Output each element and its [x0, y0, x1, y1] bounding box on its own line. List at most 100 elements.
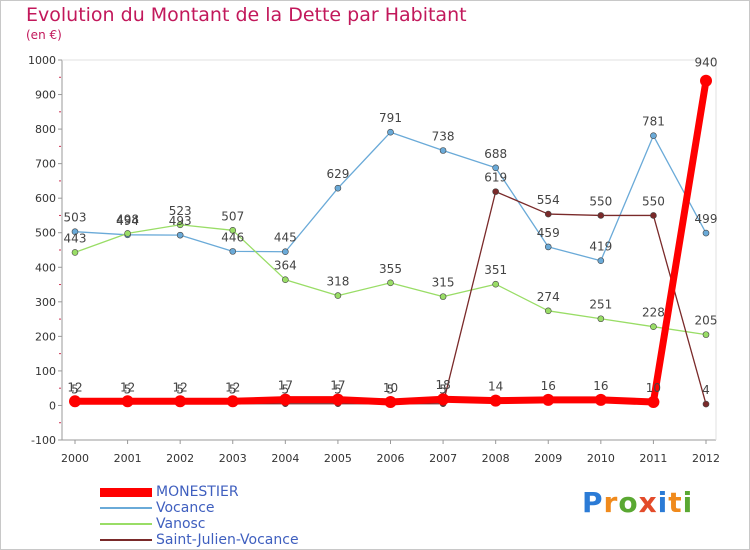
y-tick-label: 400	[35, 261, 56, 274]
data-point-monestier	[174, 395, 187, 408]
data-label-vanosc: 498	[116, 212, 139, 226]
data-point-vanosc	[282, 276, 289, 284]
data-point-vocance	[597, 257, 605, 265]
data-point-vanosc	[492, 280, 499, 288]
x-tick-label: 2000	[61, 452, 89, 465]
data-label-saint-julien-vocance: 5	[176, 383, 184, 397]
data-point-vanosc	[71, 249, 79, 256]
data-label-vanosc: 523	[169, 204, 192, 218]
data-point-monestier	[384, 396, 397, 408]
legend-swatch-vocance	[100, 507, 152, 509]
data-label-saint-julien-vocance: 5	[229, 383, 237, 397]
x-tick-label: 2010	[587, 452, 615, 465]
data-label-monestier: 12	[173, 380, 188, 394]
data-point-vocance	[544, 243, 552, 251]
legend-label-vanosc: Vanosc	[156, 516, 206, 532]
x-tick-label: 2001	[114, 452, 142, 465]
data-label-saint-julien-vocance: 5	[124, 383, 132, 397]
data-point-vanosc	[176, 221, 184, 229]
data-label-monestier: 12	[225, 380, 240, 394]
data-label-vocance: 791	[379, 111, 402, 125]
data-point-saint-julien-vocance	[650, 212, 657, 219]
data-label-saint-julien-vocance: 4	[702, 383, 710, 397]
y-tick-label: 200	[35, 330, 56, 343]
data-label-vanosc: 355	[379, 262, 402, 276]
data-point-vanosc	[439, 293, 447, 300]
data-label-vanosc: 351	[484, 263, 507, 277]
data-point-vanosc	[544, 307, 552, 315]
data-point-monestier	[226, 395, 239, 408]
data-label-saint-julien-vocance: 550	[589, 194, 612, 208]
data-label-monestier: 16	[541, 379, 556, 393]
data-point-saint-julien-vocance	[702, 400, 710, 408]
logo-letter: o	[618, 486, 639, 519]
x-tick-label: 2002	[166, 452, 194, 465]
legend-label-saint-julien-vocance: Saint-Julien-Vocance	[156, 532, 299, 548]
data-label-vocance: 499	[695, 212, 718, 226]
data-point-monestier	[121, 395, 134, 408]
data-point-vanosc	[229, 227, 237, 234]
x-tick-label: 2008	[482, 452, 510, 465]
x-tick-label: 2006	[377, 452, 405, 465]
logo-letter: i	[682, 486, 694, 519]
y-tick-label: 600	[35, 192, 56, 205]
data-label-monestier: 12	[120, 380, 135, 394]
data-label-vanosc: 443	[64, 231, 87, 245]
legend-label-monestier: MONESTIER	[156, 484, 239, 500]
data-label-saint-julien-vocance: 554	[537, 193, 560, 207]
y-tick-label: 0	[49, 399, 56, 412]
logo-letter: t	[668, 486, 683, 519]
chart-title: Evolution du Montant de la Dette par Hab…	[26, 4, 467, 26]
data-point-vocance	[229, 248, 237, 255]
data-label-vanosc: 507	[221, 209, 244, 223]
data-label-vocance: 503	[64, 211, 87, 225]
data-label-vanosc: 228	[642, 306, 665, 320]
data-point-vanosc	[702, 331, 710, 338]
data-label-vocance: 446	[221, 230, 244, 244]
proxiti-logo: Proxiti	[582, 486, 693, 519]
data-label-monestier: 16	[593, 379, 608, 393]
y-tick-label: 100	[35, 365, 56, 378]
x-tick-label: 2003	[219, 452, 247, 465]
data-point-monestier	[594, 393, 607, 406]
data-label-monestier: 12	[67, 380, 82, 394]
logo-letter: i	[657, 486, 669, 519]
data-point-monestier	[700, 74, 712, 87]
data-label-saint-julien-vocance: 550	[642, 194, 665, 208]
legend-swatch-vanosc	[100, 523, 152, 525]
data-point-saint-julien-vocance	[492, 188, 499, 195]
y-tick-label: 500	[35, 227, 56, 240]
data-point-vocance	[650, 132, 657, 139]
x-tick-label: 2011	[639, 452, 667, 465]
data-point-monestier	[279, 393, 292, 406]
logo-letter: P	[582, 486, 604, 519]
data-label-vanosc: 364	[274, 259, 297, 273]
x-tick-label: 2007	[429, 452, 457, 465]
data-point-vocance	[71, 228, 79, 235]
data-point-vanosc	[334, 292, 342, 299]
y-tick-label: 900	[35, 89, 56, 102]
data-label-vocance: 688	[484, 147, 507, 161]
data-point-vocance	[702, 229, 710, 237]
chart-subtitle: (en €)	[26, 28, 62, 42]
data-point-vanosc	[387, 279, 394, 287]
data-point-monestier	[437, 393, 450, 406]
data-point-vocance	[439, 147, 447, 154]
data-point-monestier	[647, 396, 660, 408]
data-point-vanosc	[597, 315, 605, 323]
data-label-saint-julien-vocance: 5	[282, 383, 290, 397]
data-label-vocance: 781	[642, 115, 665, 129]
legend-swatch-monestier	[100, 488, 152, 497]
data-label-vocance: 493	[169, 214, 192, 228]
data-label-vanosc: 205	[695, 314, 718, 328]
data-point-saint-julien-vocance	[544, 210, 552, 218]
data-label-vocance: 419	[589, 240, 612, 254]
data-label-vanosc: 251	[589, 298, 612, 312]
data-point-monestier	[542, 393, 555, 406]
logo-letter: r	[603, 486, 619, 519]
data-point-vocance	[176, 231, 184, 239]
data-label-vanosc: 274	[537, 290, 560, 304]
data-point-vanosc	[650, 323, 657, 330]
